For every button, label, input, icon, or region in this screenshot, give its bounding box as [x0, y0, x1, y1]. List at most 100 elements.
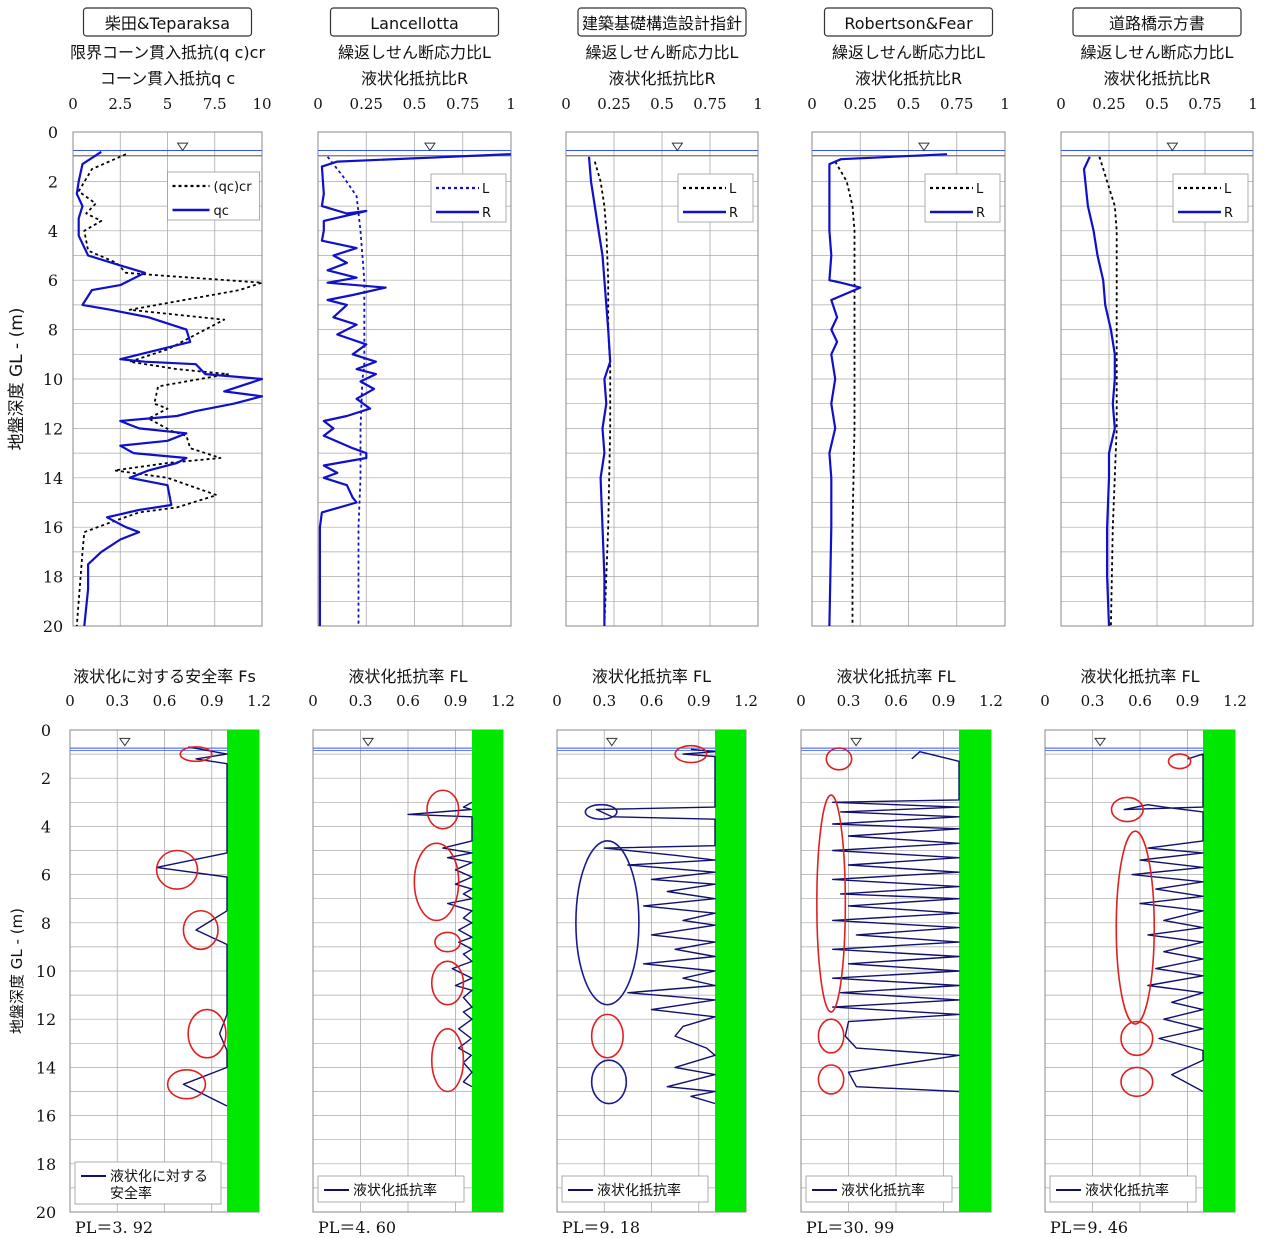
bottom-panel-1: 液状化に対する安全率 Fs 0 0.3 0.6 0.9 1.2 液状化に対する安全率 PL＝3… [8, 667, 271, 1237]
x-tick-label: 0.5 [897, 95, 921, 113]
axis-title-line2: 液状化抵抗比R [855, 69, 962, 88]
highlight-ellipse [825, 747, 853, 771]
highlight-ellipse [817, 1018, 845, 1054]
water-level-icon [917, 142, 930, 152]
x-tick-label: 0.25 [1092, 95, 1125, 113]
legend-label: R [976, 206, 985, 221]
water-level-icon [671, 142, 684, 152]
y-tick-label: 20 [43, 617, 63, 636]
series-(qc)cr [75, 153, 263, 627]
x-tick-label: 1.2 [247, 692, 271, 710]
axis-title-line2: 液状化抵抗比R [361, 69, 468, 88]
x-tick-label: 1.2 [979, 692, 1003, 710]
highlight-ellipse [816, 794, 847, 1013]
plot-frame [1060, 131, 1254, 627]
pl-value: PL＝4. 60 [318, 1218, 396, 1237]
legend-label: L [1224, 182, 1232, 197]
x-tick-label: 0 [68, 95, 78, 113]
x-tick-label: 0.75 [446, 95, 479, 113]
highlight-ellipse [430, 960, 465, 1006]
x-tick-label: 1.2 [491, 692, 515, 710]
bottom-panel-2: 液状化抵抗率 FL 0 0.3 0.6 0.9 1.2 液状化抵抗率 PL＝4. 60 [308, 667, 515, 1237]
legend-label: 液状化抵抗率 [1085, 1182, 1169, 1199]
method-label-box [82, 7, 253, 37]
x-tick-label: 7.5 [203, 95, 227, 113]
y-tick-label: 6 [41, 866, 51, 885]
x-tick-label: 0.6 [884, 692, 908, 710]
legend-box [74, 1161, 222, 1205]
x-tick-label: 0.9 [200, 692, 224, 710]
bottom-panel-4: 液状化抵抗率 FL 0 0.3 0.6 0.9 1.2 液状化抵抗率 PL＝30. 99 [796, 667, 1003, 1237]
legend-box [1172, 173, 1249, 223]
highlight-ellipse [1120, 1066, 1154, 1098]
y-tick-label: 4 [48, 222, 58, 241]
y-tick-label: 20 [36, 1203, 56, 1222]
fs-series-line [1123, 753, 1204, 1093]
x-tick-label: 0.75 [940, 95, 973, 113]
x-tick-label: 0 [552, 692, 562, 710]
x-tick-label: 0 [313, 95, 323, 113]
legend-label: L [729, 182, 737, 197]
water-level-icon [1094, 737, 1107, 747]
x-tick-label: 0 [1040, 692, 1050, 710]
legend-label: 液状化に対する [110, 1169, 208, 1185]
x-tick-label: 0.9 [687, 692, 711, 710]
fs-series-line [595, 748, 716, 1105]
method-label-box [1072, 7, 1242, 37]
highlight-ellipse [426, 789, 460, 830]
x-tick-label: 0.3 [592, 692, 616, 710]
series-L [1098, 156, 1118, 627]
x-tick-label: 0.25 [844, 95, 877, 113]
x-tick-label: 0.6 [153, 692, 177, 710]
x-tick-label: 0 [796, 692, 806, 710]
y-tick-label: 8 [41, 914, 51, 933]
axis-title-line2: 液状化抵抗比R [608, 69, 715, 88]
series-L [326, 156, 366, 626]
method-label-box [823, 7, 994, 37]
highlight-ellipse [187, 1008, 227, 1059]
legend-box [677, 173, 754, 223]
water-level-icon [423, 142, 436, 152]
pl-value: PL＝9. 18 [562, 1218, 640, 1237]
x-tick-label: 0.9 [444, 692, 468, 710]
water-level-icon [362, 737, 375, 747]
y-tick-label: 12 [43, 419, 63, 438]
legend-box [167, 171, 260, 221]
highlight-ellipse [1115, 830, 1156, 1025]
method-label-box [329, 7, 500, 37]
y-tick-label: 2 [48, 172, 58, 191]
x-tick-label: 0.75 [1188, 95, 1221, 113]
pl-value: PL＝30. 99 [806, 1218, 894, 1237]
legend-label: qc [214, 204, 229, 219]
pl-value: PL＝9. 46 [1050, 1218, 1128, 1237]
x-tick-label: 1 [753, 95, 763, 113]
x-tick-label: 0.5 [403, 95, 427, 113]
highlight-ellipse [817, 1064, 845, 1095]
y-tick-label: 4 [41, 817, 51, 836]
axis-title-line1: 繰返しせん断応力比L [832, 43, 985, 62]
y-tick-label: 12 [36, 1010, 56, 1029]
y-tick-label: 0 [41, 721, 51, 740]
pl-value: PL＝3. 92 [75, 1218, 153, 1237]
x-tick-label: 0.5 [1145, 95, 1169, 113]
legend-label: (qc)cr [214, 180, 253, 195]
axis-title-line1: 繰返しせん断応力比L [586, 43, 739, 62]
method-label: Robertson&Fear [844, 14, 973, 33]
water-level-icon [118, 737, 131, 747]
top-panel-2: Lancellotta 繰返しせん断応力比L 液状化抵抗比R 0 0.25 0.5 0.75… [313, 7, 516, 627]
x-tick-label: 0.6 [1128, 692, 1152, 710]
x-tick-label: 0 [1056, 95, 1066, 113]
series-qc [75, 150, 264, 627]
legend-label: L [482, 182, 490, 197]
top-panel-1: 柴田&Teparaksa 限界コーン貫入抵抗(q c)cr コーン貫入抵抗q c 0 2… [7, 7, 272, 636]
legend-label: L [976, 182, 984, 197]
legend-box [430, 173, 507, 223]
bottom-panel-3: 液状化抵抗率 FL 0 0.3 0.6 0.9 1.2 液状化抵抗率 PL＝9. 18 [552, 667, 758, 1237]
y-tick-label: 6 [48, 271, 58, 290]
top-panel-4: Robertson&Fear 繰返しせん断応力比L 液状化抵抗比R 0 0.25 0.5 0… [807, 7, 1010, 627]
highlight-ellipse [155, 849, 199, 890]
highlight-ellipse [584, 803, 618, 820]
x-tick-label: 0 [561, 95, 571, 113]
x-tick-label: 0.25 [350, 95, 383, 113]
